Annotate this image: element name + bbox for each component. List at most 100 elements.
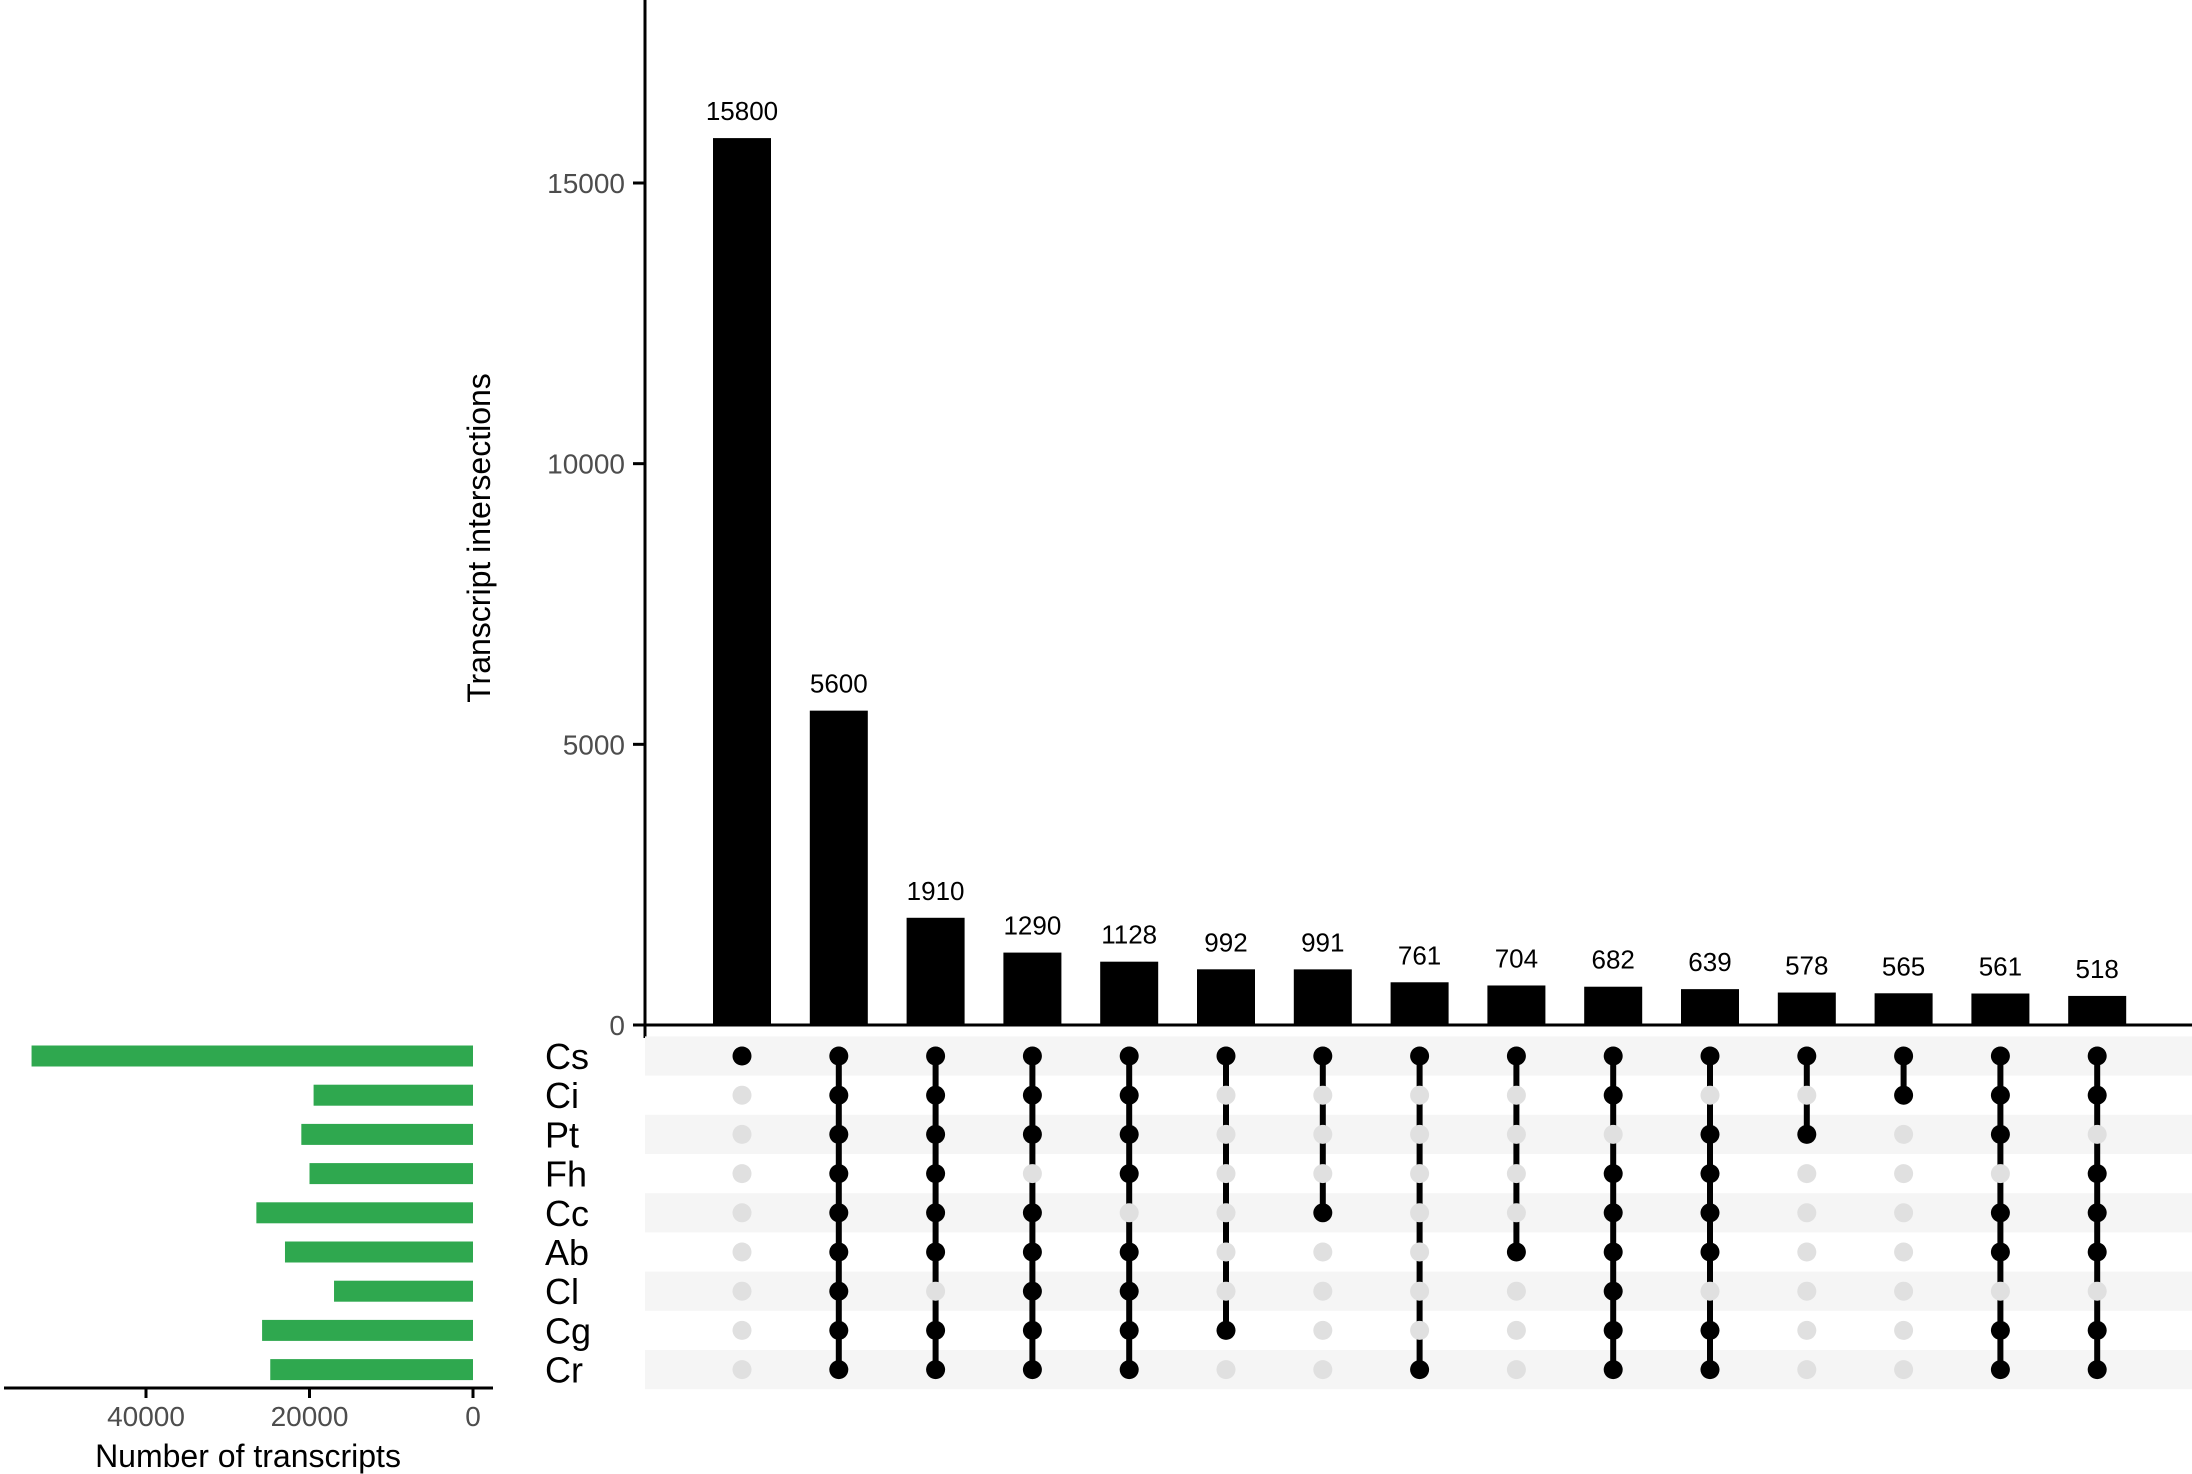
matrix-dot-active: [2087, 1242, 2107, 1262]
intersection-bar: [1390, 982, 1449, 1025]
matrix-dot-inactive: [1216, 1203, 1236, 1223]
matrix-dot-active: [2087, 1203, 2107, 1223]
matrix-dot-active: [2087, 1320, 2107, 1340]
intersection-bar-label: 704: [1495, 943, 1538, 973]
set-size-bar: [284, 1241, 473, 1263]
intersection-bar-label: 1290: [1003, 911, 1061, 941]
matrix-dot-inactive: [1410, 1203, 1430, 1223]
intersection-y-tick-label: 10000: [547, 449, 625, 480]
matrix-dot-inactive: [1216, 1242, 1236, 1262]
intersection-bars: 15800 5600 1910 1290 1128 992 991 761 704 682 639 5…: [645, 96, 2192, 1027]
matrix-dot-active: [1313, 1046, 1333, 1066]
matrix-dot-active: [926, 1124, 946, 1144]
intersection-bar-label: 761: [1398, 940, 1441, 970]
matrix-dot-inactive: [732, 1085, 752, 1105]
intersection-matrix: [645, 1036, 2192, 1390]
matrix-dot-inactive: [1313, 1320, 1333, 1340]
matrix-dot-inactive: [1506, 1085, 1526, 1105]
matrix-dot-inactive: [926, 1281, 946, 1301]
intersection-bar-label: 991: [1301, 927, 1344, 957]
matrix-dot-inactive: [1022, 1164, 1042, 1184]
matrix-dot-inactive: [732, 1242, 752, 1262]
matrix-dot-active: [1990, 1360, 2010, 1380]
set-label: Cs: [545, 1036, 589, 1077]
matrix-dot-active: [2087, 1046, 2107, 1066]
matrix-dot-active: [926, 1320, 946, 1340]
matrix-dot-active: [1022, 1281, 1042, 1301]
set-size-bar: [262, 1319, 473, 1341]
set-label: Ci: [545, 1075, 579, 1116]
matrix-dot-inactive: [1410, 1281, 1430, 1301]
matrix-dot-inactive: [1216, 1360, 1236, 1380]
matrix-dot-inactive: [1797, 1242, 1817, 1262]
matrix-dot-active: [1894, 1046, 1914, 1066]
matrix-dot-active: [1990, 1124, 2010, 1144]
intersection-y-tick-label: 0: [609, 1010, 625, 1041]
matrix-dot-inactive: [1797, 1320, 1817, 1340]
matrix-dot-active: [926, 1164, 946, 1184]
matrix-dot-inactive: [1410, 1085, 1430, 1105]
matrix-dot-inactive: [1410, 1164, 1430, 1184]
matrix-dot-active: [1700, 1203, 1720, 1223]
matrix-dot-inactive: [1410, 1242, 1430, 1262]
intersection-bar-label: 15800: [706, 96, 778, 126]
matrix-dot-active: [1216, 1320, 1236, 1340]
set-size-bar: [309, 1163, 473, 1185]
intersection-bar-label: 5600: [810, 669, 868, 699]
matrix-dot-inactive: [1506, 1124, 1526, 1144]
intersection-bar: [1777, 992, 1836, 1025]
matrix-dot-inactive: [1894, 1320, 1914, 1340]
matrix-dot-active: [1700, 1242, 1720, 1262]
intersection-bar-label: 561: [1979, 952, 2022, 982]
intersection-bar-label: 1128: [1101, 920, 1157, 950]
matrix-dot-inactive: [1797, 1203, 1817, 1223]
intersection-bar: [1681, 989, 1739, 1025]
matrix-dot-active: [1313, 1203, 1333, 1223]
matrix-dot-inactive: [1313, 1242, 1333, 1262]
matrix-dot-active: [1990, 1046, 2010, 1066]
matrix-dot-inactive: [1313, 1281, 1333, 1301]
intersection-y-axis-title: Transcript intersections: [461, 373, 497, 703]
matrix-dot-inactive: [1603, 1124, 1623, 1144]
matrix-dot-inactive: [1410, 1124, 1430, 1144]
set-label: Fh: [545, 1154, 587, 1195]
matrix-dot-active: [1022, 1360, 1042, 1380]
matrix-dot-active: [1119, 1360, 1139, 1380]
set-label: Cc: [545, 1193, 589, 1234]
matrix-dot-active: [1022, 1085, 1042, 1105]
matrix-dot-active: [1410, 1046, 1430, 1066]
matrix-dot-active: [829, 1124, 849, 1144]
matrix-dot-active: [1797, 1046, 1817, 1066]
intersection-bar: [1584, 986, 1643, 1025]
matrix-dot-inactive: [2087, 1281, 2107, 1301]
intersection-bar: [1874, 993, 1933, 1025]
matrix-dot-inactive: [1119, 1203, 1139, 1223]
matrix-dot-active: [829, 1203, 849, 1223]
matrix-dot-active: [1990, 1085, 2010, 1105]
intersection-bar: [1003, 952, 1062, 1025]
matrix-dot-active: [1894, 1085, 1914, 1105]
matrix-dot-active: [926, 1203, 946, 1223]
matrix-dot-active: [1022, 1124, 1042, 1144]
set-label: Cl: [545, 1271, 579, 1312]
matrix-dot-active: [1700, 1164, 1720, 1184]
set-size-bar: [270, 1359, 473, 1381]
intersection-bar: [713, 138, 771, 1026]
matrix-dot-active: [926, 1085, 946, 1105]
set-label: Cr: [545, 1350, 583, 1391]
matrix-dot-active: [1603, 1320, 1623, 1340]
matrix-dot-active: [732, 1046, 752, 1066]
intersection-y-tick-label: 5000: [563, 729, 625, 760]
set-size-bar: [313, 1084, 473, 1106]
matrix-dot-inactive: [1700, 1281, 1720, 1301]
matrix-dot-active: [926, 1046, 946, 1066]
matrix-dot-inactive: [1894, 1242, 1914, 1262]
set-size-bar: [301, 1123, 473, 1145]
matrix-dot-inactive: [732, 1124, 752, 1144]
intersection-bar-label: 518: [2076, 954, 2119, 984]
matrix-dot-inactive: [1506, 1360, 1526, 1380]
matrix-dot-inactive: [1894, 1281, 1914, 1301]
matrix-dot-inactive: [1313, 1360, 1333, 1380]
matrix-dot-active: [829, 1320, 849, 1340]
matrix-dot-inactive: [1313, 1164, 1333, 1184]
